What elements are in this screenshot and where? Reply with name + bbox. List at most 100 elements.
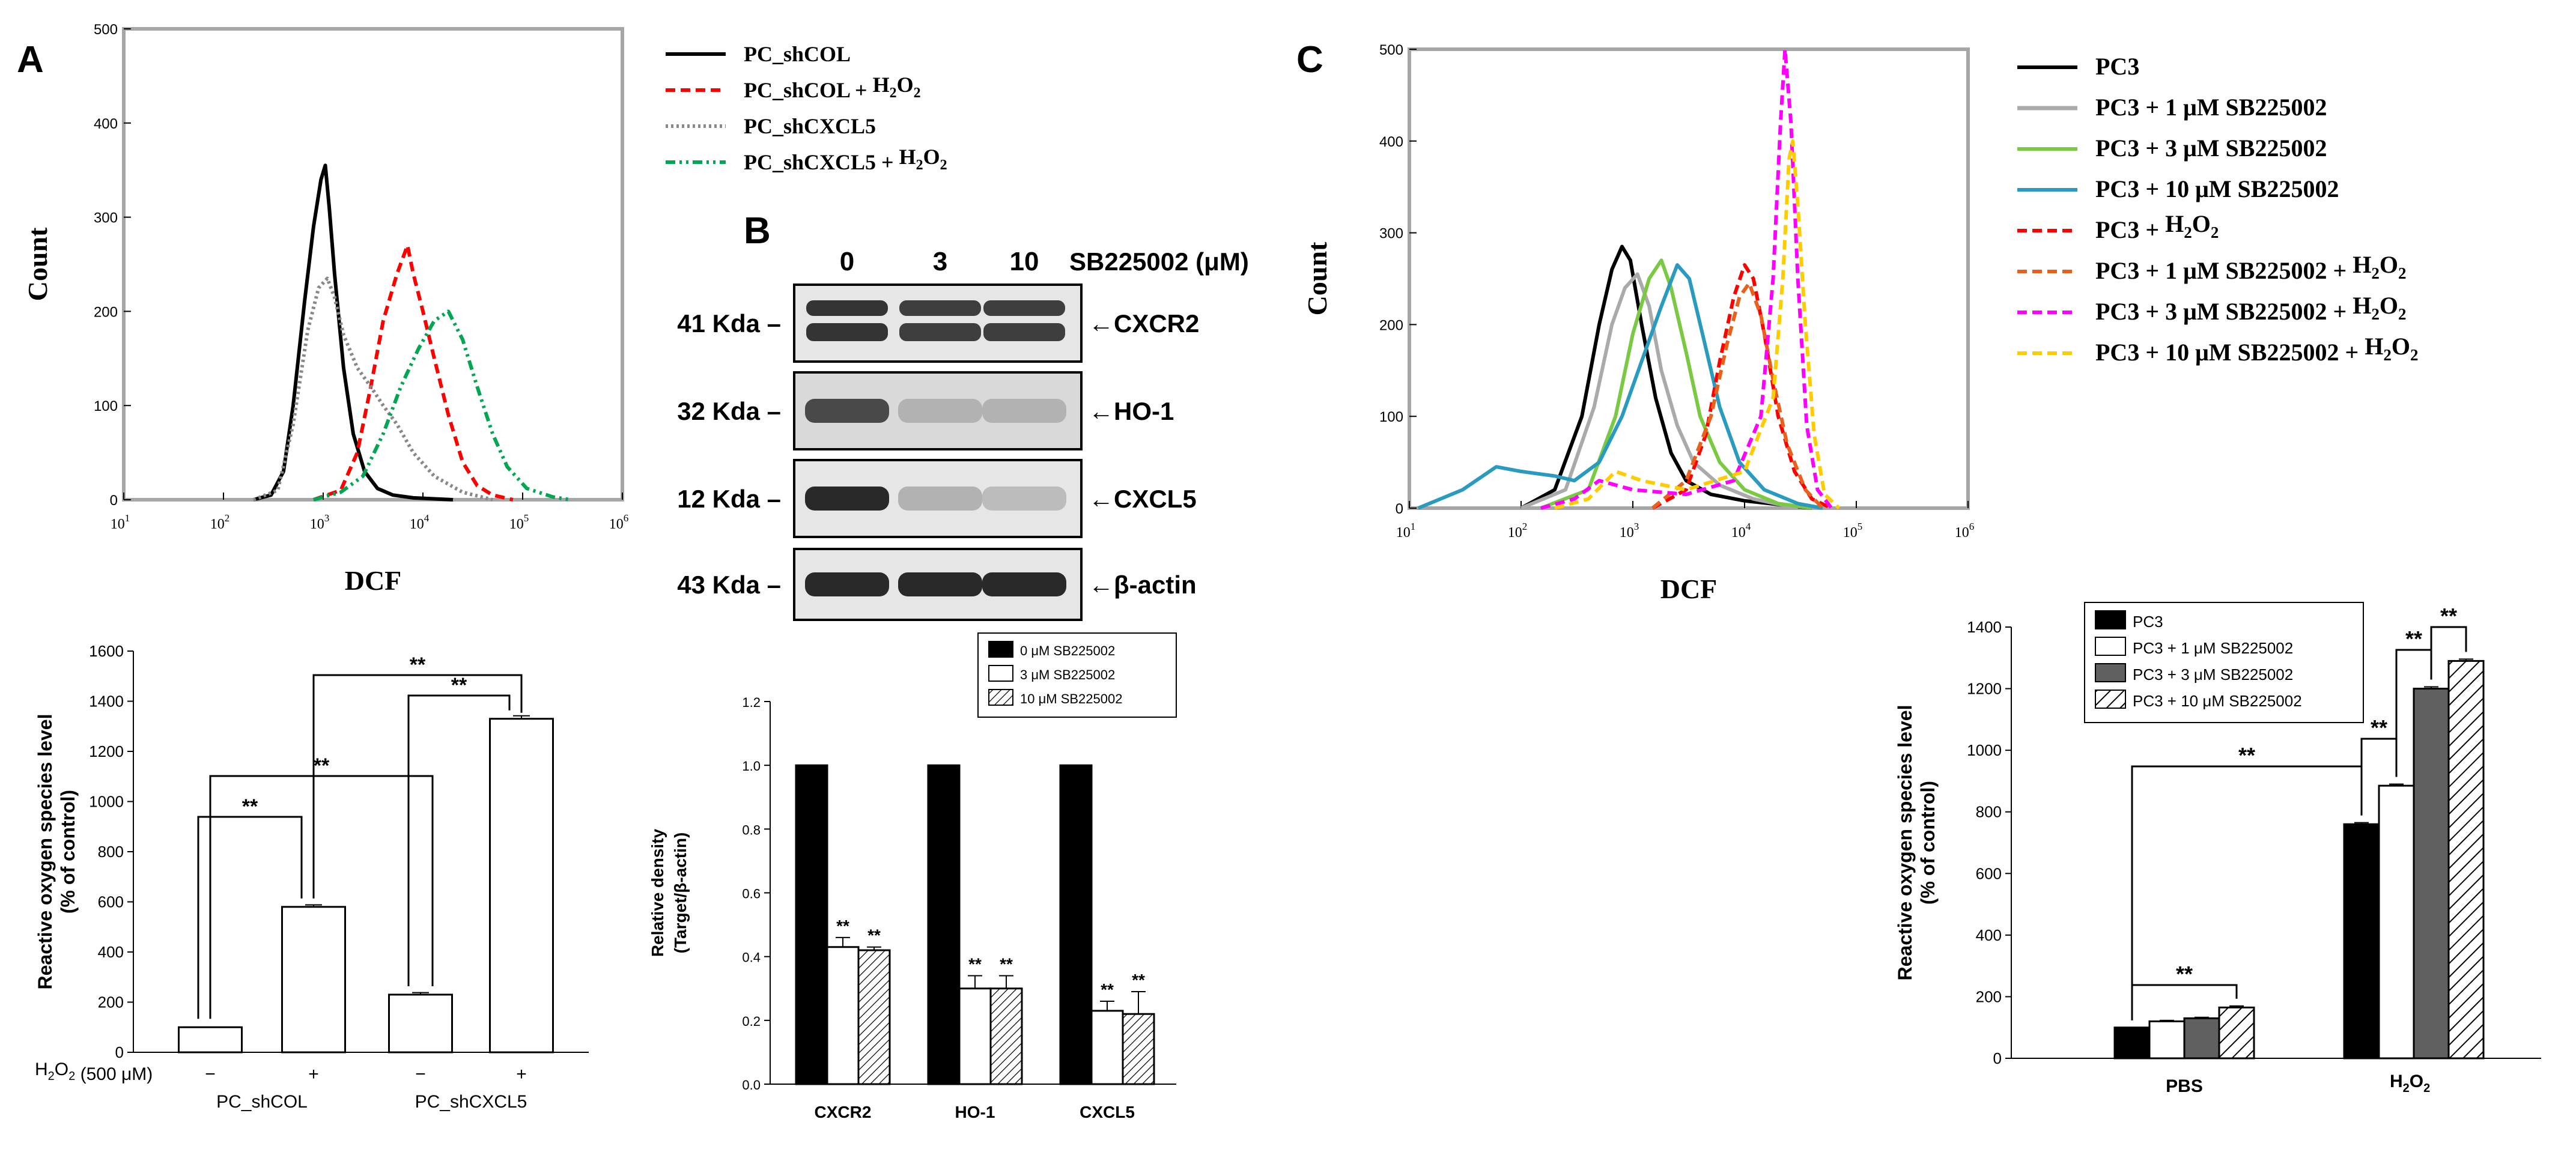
- series-line: [1520, 244, 1812, 510]
- y-tick-label: 0: [1993, 1049, 2002, 1067]
- y-tick-label: 200: [94, 304, 118, 320]
- legend-label: 3 μM SB225002: [1020, 667, 1115, 682]
- legend-swatch: [2095, 663, 2126, 682]
- blot-band: [805, 399, 889, 423]
- y-tick-label: 1200: [1967, 680, 2002, 698]
- treatment-sign: −: [205, 1064, 216, 1084]
- significance-label: **: [836, 917, 849, 935]
- legend-swatch: [988, 665, 1013, 682]
- panel-letter-c: C: [1296, 39, 1323, 80]
- blot-target: ←CXCL5: [1089, 485, 1197, 513]
- series-line: [252, 276, 493, 502]
- blot-band: [806, 323, 888, 341]
- significance-bracket: [407, 694, 511, 986]
- y-axis-label: Count: [22, 227, 53, 301]
- bar: [2447, 659, 2485, 1060]
- blot-kda: 41 Kda –: [677, 309, 781, 338]
- significance-bracket: [312, 674, 523, 899]
- group-label: PC_shCOL: [216, 1092, 308, 1112]
- panel-c-bar-chart: 0 200 400 600 800 1000 1200 1400 PBS H2O2 Reactive…: [1894, 602, 2541, 1096]
- significance-label: **: [410, 653, 426, 676]
- x-tick-label: 106: [1955, 521, 1975, 541]
- legend-label: 0 μM SB225002: [1020, 643, 1115, 658]
- series-line: [1540, 258, 1812, 510]
- bar: [1059, 764, 1093, 1085]
- y-tick-label: 300: [94, 210, 118, 226]
- blot-band: [898, 487, 982, 511]
- category-label: HO-1: [955, 1103, 995, 1121]
- x-tick-label: 106: [609, 512, 629, 532]
- x-tick-label: 101: [111, 512, 130, 532]
- legend-label: PC3 + 10 μM SB225002 + H2O2: [2095, 333, 2419, 366]
- x-tick-label: 105: [509, 512, 529, 532]
- lane-label: 10: [1010, 247, 1039, 276]
- y-tick-label: 0.0: [742, 1078, 761, 1093]
- y-tick-label: 0.6: [742, 887, 761, 902]
- y-tick-label: 1400: [89, 693, 124, 711]
- blot-kda: 32 Kda –: [677, 397, 781, 425]
- y-tick-label: 1.0: [742, 759, 761, 774]
- panel-letter-b: B: [744, 210, 771, 252]
- legend-swatch: [2095, 690, 2126, 709]
- bar: [989, 987, 1023, 1085]
- treatment-sign: +: [308, 1064, 319, 1084]
- y-tick-label: 600: [1976, 864, 2002, 882]
- bar: [1122, 1013, 1155, 1085]
- bar: [2378, 784, 2415, 1060]
- legend-swatch: [2095, 637, 2126, 656]
- blot-band: [805, 572, 889, 596]
- panel-a-bar-chart: 0 200 400 600 800 1000 1200 1400 1600 − + − + H2O2 (5…: [34, 642, 589, 1112]
- panel-b-density-chart: 0.0 0.2 0.4 0.6 0.8 1.0 1.2 CXCR2 ** ** HO-1 ** ** CX…: [648, 632, 1177, 1121]
- y-tick-label: 500: [94, 22, 118, 38]
- lane-label: 0: [840, 247, 854, 276]
- blot-target: ←β-actin: [1089, 571, 1197, 599]
- category-label: PBS: [2166, 1076, 2203, 1096]
- y-tick-label: 200: [1976, 987, 2002, 1005]
- y-axis-label: Reactive oxygen species level: [1894, 705, 1916, 981]
- legend-label: PC3 + 1 μM SB225002: [2095, 94, 2327, 121]
- x-tick-label: 104: [410, 512, 430, 532]
- x-tick-label: 103: [1620, 521, 1639, 541]
- blot-band: [983, 300, 1065, 316]
- y-tick-label: 800: [1976, 803, 2002, 821]
- panel-letter-a: A: [17, 39, 44, 80]
- bar: [795, 764, 828, 1085]
- legend-label: PC_shCXCL5 + H2O2: [744, 145, 947, 174]
- y-tick-label: 100: [94, 398, 118, 414]
- x-tick-label: 103: [310, 512, 330, 532]
- y-tick-label: 0: [110, 493, 118, 509]
- significance-label: **: [2371, 715, 2387, 740]
- bar: [927, 764, 961, 1085]
- y-tick-label: 400: [1379, 134, 1403, 150]
- bar: [388, 993, 453, 1054]
- blot-band: [899, 323, 981, 341]
- bar: [489, 718, 554, 1054]
- bar: [2148, 1020, 2186, 1060]
- y-tick-label: 300: [1379, 226, 1403, 242]
- group-label: PC_shCXCL5: [415, 1092, 527, 1112]
- bar: [2183, 1017, 2220, 1060]
- panel-c-histogram: 0 100 200 300 400 500 101 102 103 104 105 106 DCF Cou…: [1302, 42, 1974, 604]
- treatment-label: H2O2 (500 μM): [35, 1060, 153, 1084]
- y-tick-label: 0.4: [742, 950, 761, 965]
- y-axis-label: Count: [1302, 241, 1332, 315]
- legend-label: PC3 + 1 μM SB225002: [2133, 639, 2293, 657]
- panel-a-histogram: 0 100 200 300 400 500 101 102 103 104 105 106 DCF Cou…: [22, 22, 628, 596]
- y-tick-label: 800: [98, 843, 124, 861]
- x-tick-label: 102: [1508, 521, 1528, 541]
- bar: [826, 946, 860, 1085]
- series-line: [313, 309, 571, 502]
- category-label: CXCR2: [815, 1103, 872, 1121]
- legend-label: PC3: [2133, 613, 2163, 631]
- significance-label: **: [2176, 962, 2193, 986]
- blot-kda: 12 Kda –: [677, 485, 781, 513]
- legend-label: PC3 + 1 μM SB225002 + H2O2: [2095, 251, 2407, 284]
- legend-label: PC3 + 10 μM SB225002: [2095, 175, 2339, 202]
- y-tick-label: 0: [1396, 501, 1403, 517]
- treatment-sign: −: [415, 1064, 426, 1084]
- y-tick-label: 1000: [1967, 741, 2002, 759]
- blot-header: SB225002 (μM): [1069, 247, 1249, 276]
- bar: [2113, 1026, 2151, 1060]
- y-tick-label: 1600: [89, 642, 124, 660]
- y-tick-label: 600: [98, 893, 124, 911]
